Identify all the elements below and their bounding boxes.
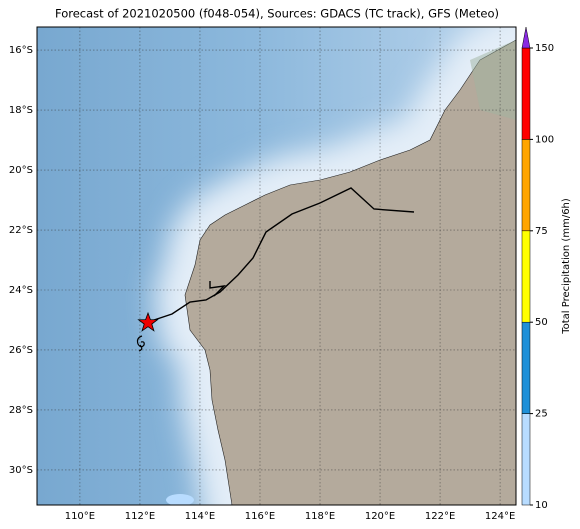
colorbar-bin (521, 321, 531, 414)
y-tick-label: 30°S (9, 465, 33, 476)
y-tick-label: 18°S (9, 105, 33, 116)
colorbar-tick-label: 50 (535, 317, 548, 328)
y-tick-label: 28°S (9, 405, 33, 416)
x-tick-label: 112°E (125, 511, 155, 522)
colorbar-bin (521, 230, 531, 323)
cyclone-symbol (136, 335, 145, 352)
precip-patch (166, 494, 194, 505)
colorbar-bin (521, 139, 531, 232)
current-position (137, 311, 159, 332)
colorbar-bin (521, 413, 531, 506)
x-tick-label: 114°E (185, 511, 215, 522)
tc-track-loop (209, 281, 226, 297)
map-area (37, 27, 516, 505)
colorbar-extend (521, 26, 531, 49)
x-tick-label: 116°E (245, 511, 275, 522)
colorbar-tick-label: 10 (535, 500, 548, 511)
colorbar-tick-label: 75 (535, 226, 548, 237)
colorbar-tick-label: 25 (535, 409, 548, 420)
y-tick-label: 26°S (9, 345, 33, 356)
y-tick-label: 24°S (9, 285, 33, 296)
tc-track (147, 187, 415, 323)
x-tick-label: 110°E (65, 511, 95, 522)
land (184, 39, 516, 505)
x-tick-label: 120°E (365, 511, 395, 522)
map-title: Forecast of 2021020500 (f048-054), Sourc… (55, 7, 499, 21)
x-tick-label: 122°E (425, 511, 455, 522)
x-tick-label: 118°E (305, 511, 335, 522)
y-tick-label: 16°S (9, 45, 33, 56)
map-frame (36, 26, 517, 506)
x-tick-label: 124°E (485, 511, 515, 522)
colorbar-tick-label: 150 (535, 43, 554, 54)
y-tick-label: 22°S (9, 225, 33, 236)
colorbar-tick-label: 100 (535, 134, 554, 145)
land-relief (470, 40, 516, 120)
colorbar-bin (521, 47, 531, 140)
colorbar-label: Total Precipitation (mm/6h) (561, 198, 572, 335)
y-tick-label: 20°S (9, 165, 33, 176)
